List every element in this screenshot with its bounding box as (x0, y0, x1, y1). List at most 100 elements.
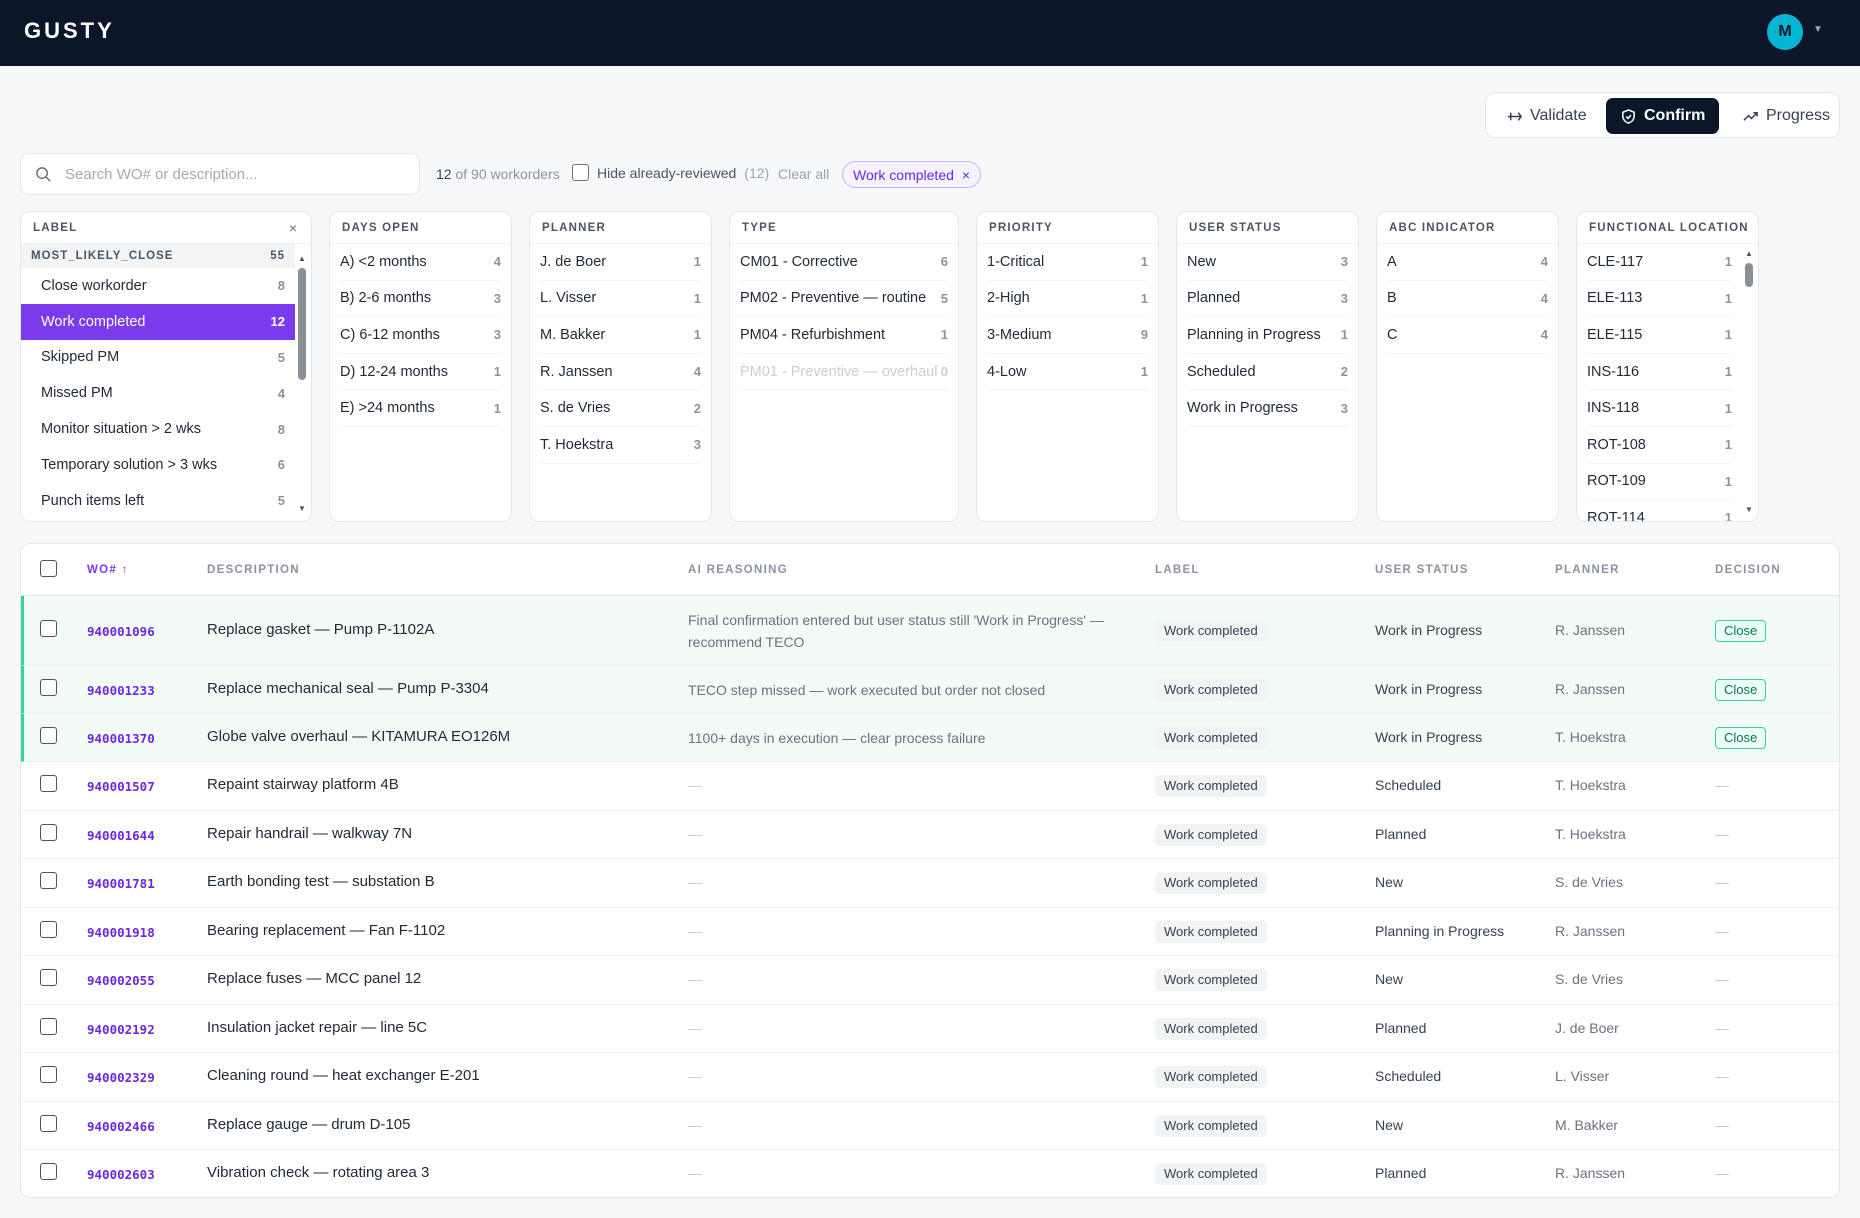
filter-option[interactable]: Planning in Progress 1 (1187, 317, 1348, 354)
filter-option[interactable]: Planned 3 (1187, 281, 1348, 318)
row-checkbox[interactable] (40, 969, 57, 986)
scrollbar[interactable]: ▲ ▼ (297, 254, 307, 516)
col-user-status[interactable]: USER STATUS (1375, 564, 1469, 576)
filter-option[interactable]: ELE-113 1 (1587, 281, 1732, 318)
table-row[interactable]: 940002466 Replace gauge — drum D-105 — W… (21, 1102, 1839, 1150)
table-row[interactable]: 940001644 Repair handrail — walkway 7N —… (21, 811, 1839, 859)
wo-link[interactable]: 940002192 (87, 1022, 155, 1037)
wo-link[interactable]: 940001233 (87, 683, 155, 698)
row-checkbox[interactable] (40, 1066, 57, 1083)
close-icon[interactable]: × (288, 220, 297, 236)
col-description[interactable]: DESCRIPTION (207, 564, 300, 576)
filter-option[interactable]: C) 6-12 months 3 (340, 317, 501, 354)
filter-option[interactable]: New 3 (1187, 244, 1348, 281)
wo-link[interactable]: 940002466 (87, 1119, 155, 1134)
table-row[interactable]: 940001370 Globe valve overhaul — KITAMUR… (21, 714, 1839, 762)
search-input[interactable] (65, 154, 405, 194)
filter-option[interactable]: PM04 - Refurbishment 1 (740, 317, 948, 354)
filter-option[interactable]: S. de Vries 2 (540, 390, 701, 427)
filter-option[interactable]: 1-Critical 1 (987, 244, 1148, 281)
wo-link[interactable]: 940002329 (87, 1070, 155, 1085)
filter-option[interactable]: INS-116 1 (1587, 354, 1732, 391)
clear-all-link[interactable]: Clear all (778, 166, 830, 182)
progress-button[interactable]: Progress (1728, 98, 1844, 134)
table-row[interactable]: 940002055 Replace fuses — MCC panel 12 —… (21, 956, 1839, 1005)
filter-option[interactable]: B) 2-6 months 3 (340, 281, 501, 318)
filter-option[interactable]: Skipped PM 5 (21, 340, 295, 376)
table-row[interactable]: 940001781 Earth bonding test — substatio… (21, 859, 1839, 908)
row-checkbox[interactable] (40, 1115, 57, 1132)
filter-option[interactable]: Punch items left 5 (21, 483, 295, 519)
validate-button[interactable]: Validate (1492, 98, 1601, 134)
decision-close-button[interactable]: Close (1715, 727, 1767, 749)
table-row[interactable]: 940002329 Cleaning round — heat exchange… (21, 1053, 1839, 1102)
filter-option[interactable]: 4-Low 1 (987, 354, 1148, 391)
wo-link[interactable]: 940001644 (87, 828, 155, 843)
table-row[interactable]: 940002603 Vibration check — rotating are… (21, 1150, 1839, 1197)
scrollbar-thumb[interactable] (298, 268, 306, 380)
active-filter-chip[interactable]: Work completed × (842, 161, 982, 188)
filter-option-selected[interactable]: Work completed 12 (21, 303, 295, 340)
table-row[interactable]: 940001918 Bearing replacement — Fan F-11… (21, 908, 1839, 956)
col-label[interactable]: LABEL (1155, 564, 1200, 576)
filter-option[interactable]: Missed PM 4 (21, 375, 295, 411)
scroll-up-icon[interactable]: ▲ (1745, 249, 1753, 258)
table-row[interactable]: 940001233 Replace mechanical seal — Pump… (21, 666, 1839, 714)
filter-option[interactable]: E) >24 months 1 (340, 390, 501, 427)
filter-option[interactable]: 3-Medium 9 (987, 317, 1148, 354)
row-checkbox[interactable] (40, 1018, 57, 1035)
col-decision[interactable]: DECISION (1715, 564, 1781, 576)
scroll-up-icon[interactable]: ▲ (298, 254, 306, 263)
filter-option[interactable]: A) <2 months 4 (340, 244, 501, 281)
row-checkbox[interactable] (40, 921, 57, 938)
filter-option[interactable]: CLE-117 1 (1587, 244, 1732, 281)
filter-option[interactable]: Work in Progress 3 (1187, 390, 1348, 427)
filter-option[interactable]: Temporary solution > 3 wks 6 (21, 447, 295, 483)
row-checkbox[interactable] (40, 872, 57, 889)
hide-reviewed-toggle[interactable]: Hide already-reviewed (12) (572, 164, 769, 181)
filter-option[interactable]: ELE-115 1 (1587, 317, 1732, 354)
filter-option[interactable]: Monitor situation > 2 wks 8 (21, 411, 295, 447)
table-row[interactable]: 940002192 Insulation jacket repair — lin… (21, 1005, 1839, 1053)
filter-option[interactable]: ROT-109 1 (1587, 464, 1732, 501)
select-all-checkbox[interactable] (40, 560, 57, 577)
close-icon[interactable]: × (961, 166, 971, 183)
row-checkbox[interactable] (40, 824, 57, 841)
filter-option[interactable]: J. de Boer 1 (540, 244, 701, 281)
decision-close-button[interactable]: Close (1715, 620, 1767, 642)
filter-option[interactable]: Close workorder 8 (21, 268, 295, 304)
filter-option[interactable]: D) 12-24 months 1 (340, 354, 501, 391)
wo-link[interactable]: 940001507 (87, 779, 155, 794)
row-checkbox[interactable] (40, 679, 57, 696)
wo-link[interactable]: 940001370 (87, 731, 155, 746)
col-planner[interactable]: PLANNER (1555, 564, 1620, 576)
scrollbar[interactable]: ▲ ▼ (1744, 249, 1754, 517)
filter-option[interactable]: PM02 - Preventive — routine 5 (740, 281, 948, 318)
row-checkbox[interactable] (40, 775, 57, 792)
row-checkbox[interactable] (40, 727, 57, 744)
col-reasoning[interactable]: AI REASONING (688, 564, 788, 576)
filter-option[interactable]: 2-High 1 (987, 281, 1148, 318)
filter-option[interactable]: R. Janssen 4 (540, 354, 701, 391)
scroll-down-icon[interactable]: ▼ (1745, 505, 1753, 514)
table-row[interactable]: 940001096 Replace gasket — Pump P-1102A … (21, 596, 1839, 666)
filter-option[interactable]: INS-118 1 (1587, 390, 1732, 427)
wo-link[interactable]: 940002603 (87, 1167, 155, 1182)
row-checkbox[interactable] (40, 1163, 57, 1180)
filter-option[interactable]: ROT-108 1 (1587, 427, 1732, 464)
confirm-button[interactable]: Confirm (1606, 98, 1720, 134)
wo-link[interactable]: 940001781 (87, 876, 155, 891)
wo-link[interactable]: 940001096 (87, 624, 155, 639)
hide-reviewed-checkbox[interactable] (572, 164, 589, 181)
chevron-down-icon[interactable]: ▼ (1813, 24, 1823, 35)
col-wo[interactable]: WO# ↑ (87, 564, 129, 576)
decision-close-button[interactable]: Close (1715, 679, 1767, 701)
filter-option[interactable]: T. Hoekstra 3 (540, 427, 701, 464)
filter-option[interactable]: ROT-114 1 (1587, 500, 1732, 521)
filter-option[interactable]: CM01 - Corrective 6 (740, 244, 948, 281)
table-row[interactable]: 940001507 Repaint stairway platform 4B —… (21, 762, 1839, 811)
filter-option[interactable]: Scheduled 2 (1187, 354, 1348, 391)
wo-link[interactable]: 940002055 (87, 973, 155, 988)
